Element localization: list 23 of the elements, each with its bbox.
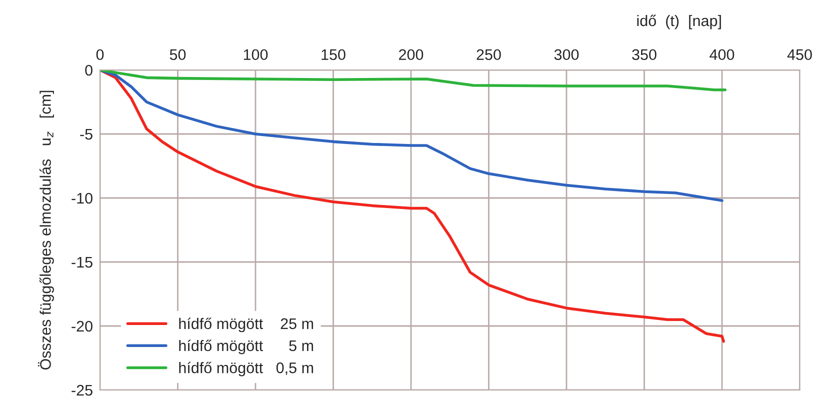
x-tick-label: 0: [96, 49, 104, 60]
x-tick-label: 300: [554, 49, 579, 60]
legend-label: hídfő mögött 0,5 m: [179, 362, 314, 376]
x-axis-title: idő (t) [nap]: [637, 14, 721, 30]
x-tick-label: 200: [399, 49, 424, 60]
y-tick-label: -15: [72, 257, 92, 268]
x-tick-label: 250: [476, 49, 501, 60]
x-tick-label: 400: [710, 49, 734, 60]
text: Összes függőleges elmozdulás u$_{z}$ [cm]: [38, 90, 54, 370]
legend-label: hídfő mögött 25 m: [179, 318, 314, 332]
x-tick-label: 100: [244, 49, 268, 60]
x-tick-label: 150: [322, 49, 346, 60]
y-tick-label: -10: [72, 192, 92, 204]
x-tick-label: 450: [787, 49, 812, 60]
x-tick-label: 50: [170, 49, 186, 60]
x-tick-label: 350: [632, 49, 656, 60]
legend-label: hídfő mögött 5 m: [179, 340, 314, 354]
y-tick-label: -20: [72, 320, 92, 332]
line-series: [100, 70, 726, 92]
y-tick-label: -25: [72, 384, 92, 396]
line-series: [100, 70, 724, 202]
y-tick-label: -5: [80, 129, 92, 140]
y-tick-label: 0: [85, 64, 92, 76]
